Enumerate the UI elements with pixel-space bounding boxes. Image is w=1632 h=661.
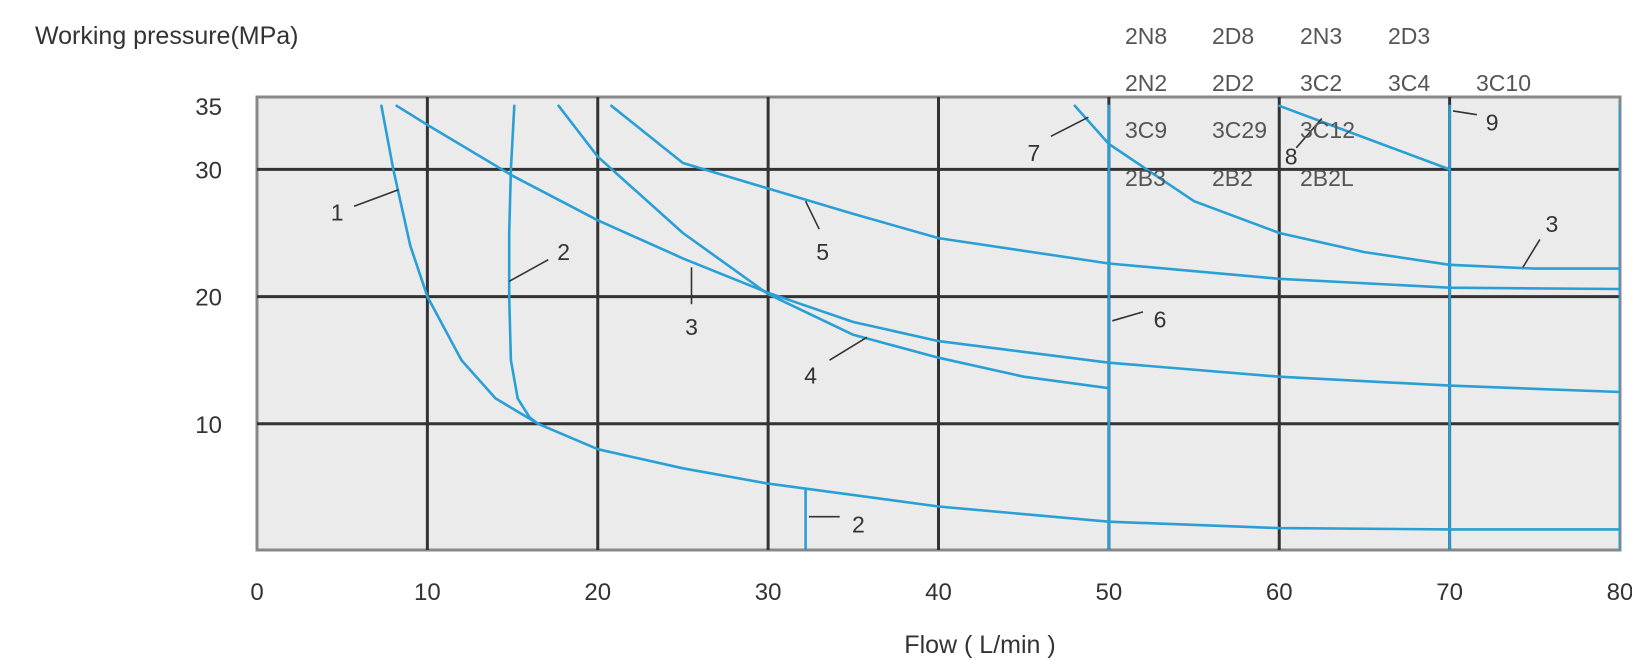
leader-line-0 [353,189,399,208]
model-label-0-2: 2N3 [1300,23,1342,49]
curve-number-9: 8 [1285,144,1298,170]
y-axis-label: Working pressure(MPa) [35,22,299,50]
curve-number-3: 4 [804,363,817,389]
leader-line-8 [1050,116,1089,138]
model-label-1-4: 3C10 [1476,70,1531,96]
annotation-leaders [353,110,1541,518]
x-axis-label: Flow ( L/min ) [904,631,1055,659]
leader-line-10 [1452,110,1478,116]
x-tick-50: 50 [1096,579,1123,606]
x-tick-10: 10 [414,579,441,606]
model-label-2-1: 3C29 [1212,117,1267,143]
curve-number-8: 7 [1028,140,1041,166]
x-tick-labels: 0 10 20 30 40 50 60 70 80 [250,579,1632,606]
y-tick-20: 20 [195,285,222,312]
curve-number-5: 2 [852,511,865,537]
curve-c1 [380,104,1620,531]
curve-number-labels: 1 2 3 4 5 2 3 6 7 8 9 [331,109,1559,537]
model-label-3-0: 2B3 [1125,165,1166,191]
model-label-0-0: 2N8 [1125,23,1167,49]
x-tick-80: 80 [1607,579,1632,606]
x-tick-60: 60 [1266,579,1293,606]
curve-c5 [610,104,1620,291]
leader-line-7 [1112,311,1144,322]
leader-line-3 [829,336,868,361]
x-tick-0: 0 [250,579,263,606]
model-label-1-2: 3C2 [1300,70,1342,96]
curve-c2a [507,104,540,426]
curve-c4 [557,104,1111,390]
y-tick-30: 30 [195,157,222,184]
curve-c3a [395,104,1620,394]
model-label-3-2: 2B2L [1300,165,1354,191]
curve-c8 [1278,104,1451,171]
model-label-2-0: 3C9 [1125,117,1167,143]
curve-number-1: 2 [557,239,570,265]
y-tick-35: 35 [195,94,222,121]
curve-number-0: 1 [331,200,344,226]
curve-number-7: 6 [1154,307,1167,333]
leader-line-6 [1522,238,1541,268]
curve-number-2: 3 [685,314,698,340]
model-label-0-1: 2D8 [1212,23,1254,49]
leader-line-4 [804,200,820,230]
curve-c3b [1073,104,1620,270]
x-tick-70: 70 [1436,579,1463,606]
model-labels: 2N8 2D8 2N3 2D3 2N2 2D2 3C2 3C4 3C10 3C9 3C29 3C12 2… [1125,23,1531,191]
x-tick-30: 30 [755,579,782,606]
model-label-1-1: 2D2 [1212,70,1254,96]
model-label-1-3: 3C4 [1388,70,1430,96]
curve-number-10: 9 [1486,109,1499,135]
model-label-2-2: 3C12 [1300,117,1355,143]
model-label-0-3: 2D3 [1388,23,1430,49]
curve-number-6: 3 [1546,211,1559,237]
x-tick-40: 40 [925,579,952,606]
y-tick-labels: 10 20 30 35 [195,94,222,439]
curves [380,104,1620,550]
leader-line-1 [508,258,549,283]
x-tick-20: 20 [584,579,611,606]
curve-number-4: 5 [816,239,829,265]
model-label-3-1: 2B2 [1212,165,1253,191]
y-tick-10: 10 [195,412,222,439]
model-label-1-0: 2N2 [1125,70,1167,96]
leader-line-9 [1295,117,1323,149]
